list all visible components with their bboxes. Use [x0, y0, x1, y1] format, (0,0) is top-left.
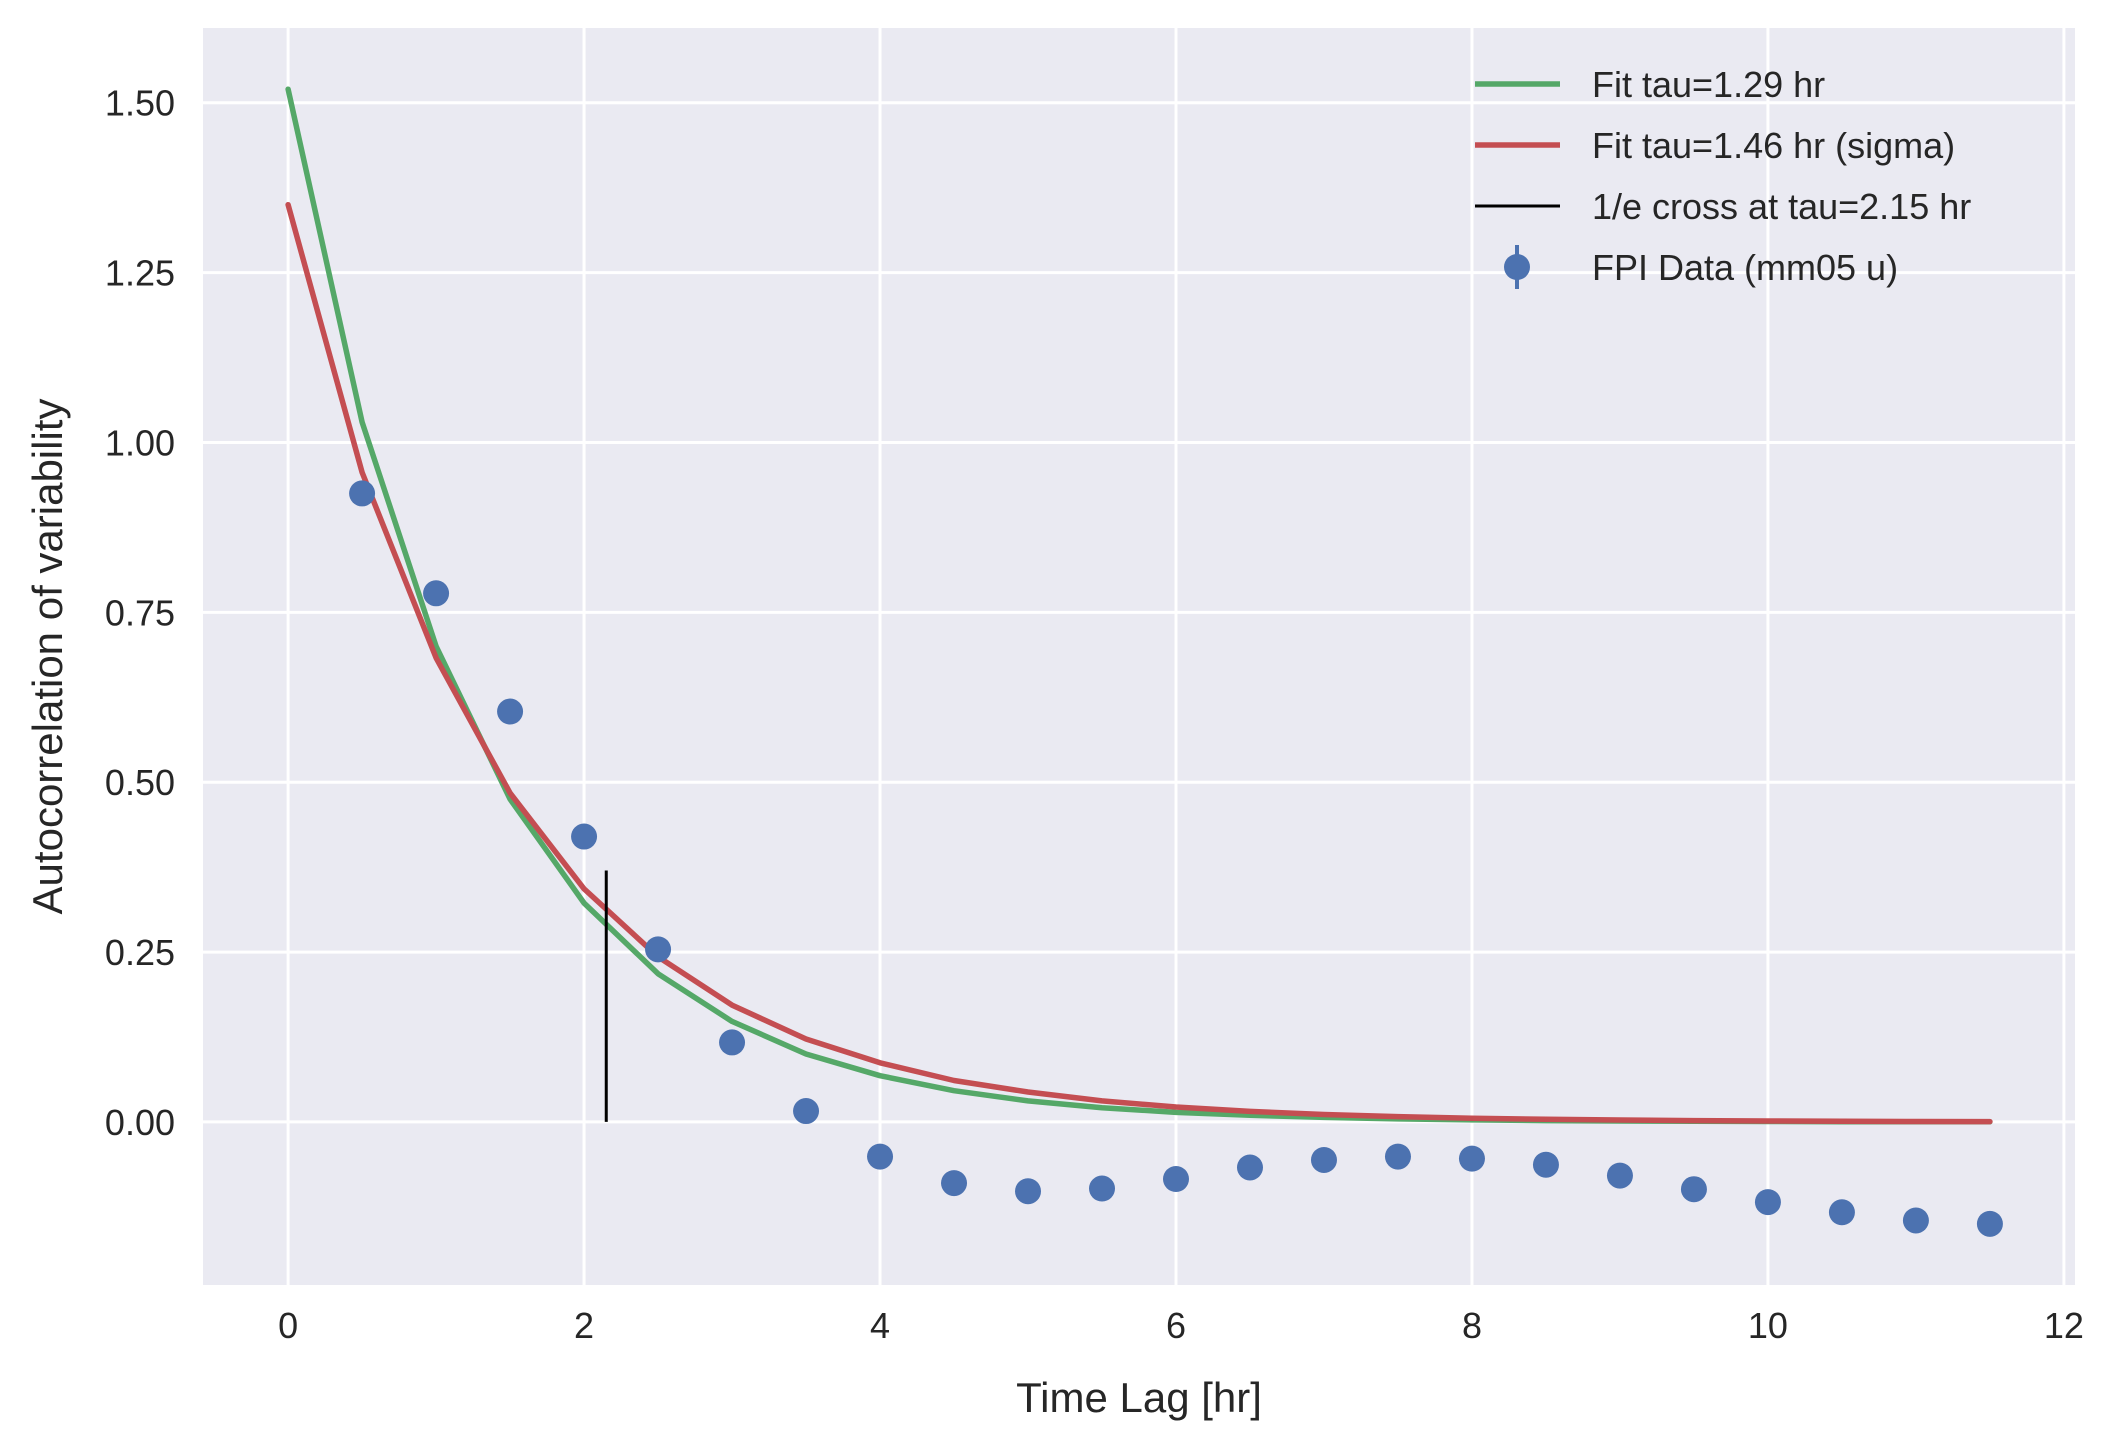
data-point: [1458, 1145, 1485, 1172]
data-point: [1680, 1176, 1707, 1203]
y-tick-label: 0.75: [105, 592, 175, 633]
legend-marker-handle: [1504, 254, 1530, 280]
x-tick-label: 4: [870, 1305, 890, 1346]
tick-labels: 0 2 4 6 8 10 12 0.00 0.25 0.50 0.75 1.00 1.25 1.50: [105, 83, 2084, 1346]
y-tick-label: 0.25: [105, 932, 175, 973]
x-tick-label: 12: [2044, 1305, 2084, 1346]
data-point: [349, 480, 376, 507]
data-point: [1532, 1151, 1559, 1178]
x-axis-label: Time Lag [hr]: [1016, 1374, 1262, 1421]
y-tick-label: 0.00: [105, 1102, 175, 1143]
legend-label: Fit tau=1.46 hr (sigma): [1592, 125, 1955, 166]
plot-background: [203, 28, 2075, 1285]
legend-label: Fit tau=1.29 hr: [1592, 64, 1825, 105]
series-layer: [285, 86, 2003, 1237]
data-point: [1089, 1175, 1116, 1202]
data-point: [719, 1029, 746, 1056]
data-point: [1606, 1162, 1633, 1189]
data-point: [941, 1170, 968, 1197]
x-tick-label: 2: [574, 1305, 594, 1346]
y-tick-label: 1.00: [105, 422, 175, 463]
legend-label: FPI Data (mm05 u): [1592, 247, 1898, 288]
x-tick-label: 8: [1462, 1305, 1482, 1346]
y-tick-label: 1.25: [105, 253, 175, 294]
data-point: [1162, 1166, 1189, 1193]
data-point: [423, 580, 450, 607]
y-axis-label: Autocorrelation of variability: [24, 399, 71, 915]
grid: [203, 28, 2075, 1285]
data-point: [1310, 1146, 1337, 1173]
data-point: [571, 823, 598, 850]
data-point: [1828, 1199, 1855, 1226]
legend-label: 1/e cross at tau=2.15 hr: [1592, 186, 1971, 227]
data-point: [645, 936, 672, 963]
data-point: [793, 1098, 820, 1125]
series-1-fit-line: [285, 201, 1993, 1125]
data-point: [1902, 1207, 1929, 1234]
x-tick-label: 10: [1748, 1305, 1788, 1346]
data-point: [1754, 1189, 1781, 1216]
legend: Fit tau=1.29 hr Fit tau=1.46 hr (sigma) 1/…: [1475, 64, 1971, 289]
data-point: [1236, 1154, 1263, 1181]
x-tick-label: 0: [278, 1305, 298, 1346]
data-point: [497, 698, 524, 725]
y-tick-label: 1.50: [105, 83, 175, 124]
x-tick-label: 6: [1166, 1305, 1186, 1346]
data-point: [1384, 1143, 1411, 1170]
data-point: [867, 1143, 894, 1170]
data-point: [1015, 1178, 1042, 1205]
y-tick-label: 0.50: [105, 762, 175, 803]
data-point: [1976, 1210, 2003, 1237]
